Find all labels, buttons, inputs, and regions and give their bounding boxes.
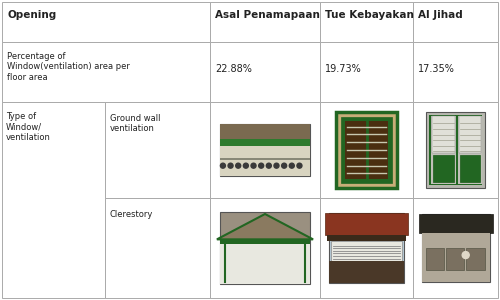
Circle shape bbox=[282, 163, 286, 168]
Text: 19.73%: 19.73% bbox=[325, 64, 362, 74]
Bar bbox=[320, 42, 413, 102]
Bar bbox=[326, 213, 407, 236]
Circle shape bbox=[462, 252, 469, 259]
Text: Opening: Opening bbox=[7, 10, 56, 20]
Bar bbox=[220, 146, 310, 176]
Bar bbox=[426, 248, 444, 270]
Bar bbox=[2, 42, 210, 102]
Bar bbox=[220, 140, 310, 146]
Circle shape bbox=[274, 163, 279, 168]
Bar bbox=[210, 42, 320, 102]
Bar bbox=[346, 121, 388, 179]
Bar bbox=[330, 261, 404, 283]
Bar bbox=[2, 2, 210, 42]
Bar bbox=[413, 198, 498, 298]
Text: Ground wall
ventilation: Ground wall ventilation bbox=[110, 114, 160, 134]
Bar bbox=[220, 239, 310, 244]
Text: Clerestory: Clerestory bbox=[110, 210, 154, 219]
Bar bbox=[105, 198, 210, 298]
Bar bbox=[413, 2, 498, 42]
Text: 17.35%: 17.35% bbox=[418, 64, 455, 74]
Text: Tue Kebayakan: Tue Kebayakan bbox=[325, 10, 414, 20]
Bar bbox=[426, 112, 485, 188]
Circle shape bbox=[236, 163, 240, 168]
Text: Asal Penamapaan: Asal Penamapaan bbox=[215, 10, 320, 20]
Circle shape bbox=[297, 163, 302, 168]
Bar bbox=[418, 214, 492, 233]
Bar bbox=[220, 244, 310, 284]
Bar bbox=[320, 2, 413, 42]
Bar bbox=[466, 248, 484, 270]
Bar bbox=[210, 198, 320, 298]
Bar bbox=[2, 102, 105, 298]
Bar bbox=[422, 233, 490, 282]
Bar bbox=[332, 241, 402, 261]
Text: Type of
Window/
ventilation: Type of Window/ ventilation bbox=[6, 112, 51, 142]
Bar bbox=[220, 212, 310, 284]
Bar bbox=[220, 124, 310, 140]
Bar bbox=[422, 214, 490, 282]
Circle shape bbox=[251, 163, 256, 168]
Bar bbox=[458, 116, 482, 184]
Bar bbox=[320, 198, 413, 298]
Circle shape bbox=[290, 163, 294, 168]
Bar bbox=[446, 248, 464, 270]
Bar bbox=[328, 236, 406, 241]
Bar bbox=[336, 112, 396, 188]
Bar bbox=[105, 102, 210, 198]
Bar bbox=[220, 124, 310, 176]
Text: 22.88%: 22.88% bbox=[215, 64, 252, 74]
Circle shape bbox=[244, 163, 248, 168]
Polygon shape bbox=[217, 214, 313, 239]
Bar bbox=[330, 213, 404, 283]
Circle shape bbox=[228, 163, 233, 168]
Bar bbox=[431, 116, 456, 184]
Text: Al Jihad: Al Jihad bbox=[418, 10, 463, 20]
Bar bbox=[342, 117, 392, 183]
Text: Percentage of
Window(ventilation) area per
floor area: Percentage of Window(ventilation) area p… bbox=[7, 52, 130, 82]
Bar bbox=[460, 155, 480, 182]
Bar bbox=[413, 102, 498, 198]
Bar bbox=[210, 102, 320, 198]
Bar bbox=[458, 116, 481, 153]
Bar bbox=[210, 2, 320, 42]
Bar bbox=[432, 116, 454, 153]
Bar bbox=[320, 102, 413, 198]
Bar bbox=[220, 158, 310, 160]
Bar bbox=[413, 42, 498, 102]
Circle shape bbox=[266, 163, 272, 168]
Bar bbox=[429, 115, 482, 185]
Circle shape bbox=[220, 163, 226, 168]
Circle shape bbox=[258, 163, 264, 168]
Bar bbox=[433, 155, 454, 182]
